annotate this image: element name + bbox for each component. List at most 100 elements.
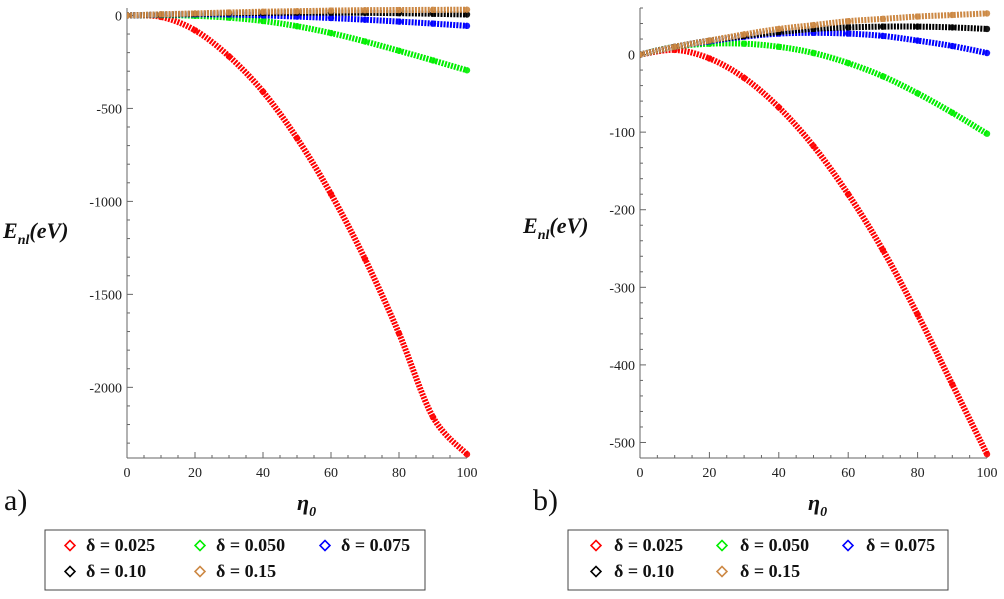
data-point — [879, 73, 887, 80]
data-point — [259, 17, 267, 25]
legend-label: δ = 0.15 — [740, 561, 800, 581]
data-point — [463, 67, 471, 74]
data-point — [225, 53, 233, 60]
x-axis-title: η0 — [808, 490, 827, 520]
legend-box — [44, 529, 426, 591]
data-point — [983, 450, 991, 458]
legend-label: δ = 0.050 — [216, 535, 285, 555]
legend-marker — [715, 565, 729, 578]
y-tick-label: -100 — [609, 126, 635, 141]
data-point — [879, 32, 887, 40]
data-point — [845, 17, 852, 25]
legend-label: δ = 0.025 — [614, 535, 683, 555]
legend-marker — [589, 539, 603, 552]
data-point — [259, 88, 267, 95]
legend-label: δ = 0.10 — [614, 561, 674, 581]
data-point — [949, 381, 956, 388]
data-point — [775, 25, 782, 33]
data-point — [395, 330, 403, 337]
data-point — [740, 74, 748, 82]
data-point — [293, 7, 301, 15]
series-line-1 — [127, 12, 470, 457]
series-line-3 — [640, 29, 988, 58]
x-axis-title: η0 — [297, 490, 316, 520]
data-point — [259, 8, 267, 15]
data-point — [845, 191, 852, 198]
data-point — [361, 255, 369, 263]
x-tick-label: 100 — [977, 466, 998, 481]
data-point — [740, 31, 748, 38]
chart-panel-1: 0 20 40 60 80 100 0 -500 -1000 -1500 -2000 Enl(eV) η… — [2, 6, 478, 591]
x-tick-label: 60 — [841, 466, 855, 481]
data-point — [706, 37, 713, 44]
y-tick-label: -500 — [96, 102, 122, 117]
legend-label: δ = 0.15 — [216, 561, 276, 581]
x-tick-label: 40 — [772, 466, 786, 481]
legend-marker — [589, 565, 603, 578]
data-point — [361, 7, 369, 14]
legend-marker — [715, 539, 729, 552]
data-point — [225, 9, 233, 16]
legend-label: δ = 0.050 — [740, 535, 809, 555]
legend-marker — [193, 565, 207, 578]
series-line-1 — [640, 46, 990, 456]
panel-label: b) — [533, 484, 558, 517]
y-axis-title: Enl(eV) — [522, 213, 588, 243]
data-point — [395, 47, 403, 54]
y-tick-label: -200 — [609, 204, 635, 219]
data-point — [293, 134, 301, 142]
data-point — [949, 24, 956, 31]
data-point — [810, 142, 817, 150]
y-tick-label: -400 — [609, 359, 635, 374]
data-point — [671, 43, 678, 50]
x-tick-label: 80 — [911, 466, 925, 481]
data-point — [429, 57, 437, 64]
data-point — [845, 59, 852, 67]
data-point — [810, 49, 817, 57]
series-line-2 — [640, 40, 989, 137]
y-tick-label: 0 — [628, 49, 635, 64]
x-tick-label: 20 — [188, 466, 202, 481]
data-point — [191, 27, 199, 34]
data-point — [463, 6, 471, 13]
panel-label: a) — [4, 484, 27, 517]
data-point — [640, 51, 644, 58]
x-tick-label: 60 — [324, 466, 338, 481]
data-point — [327, 29, 335, 37]
series-line-4 — [640, 23, 988, 58]
legend: δ = 0.025 δ = 0.050 δ = 0.075 δ = 0.10 δ = 0… — [44, 529, 426, 591]
data-point — [429, 20, 437, 27]
data-point — [327, 7, 335, 14]
legend-marker — [193, 539, 207, 552]
data-point — [706, 55, 713, 62]
data-point — [983, 49, 991, 57]
data-point — [949, 42, 956, 50]
data-point — [879, 15, 887, 23]
x-tick-label: 20 — [702, 466, 716, 481]
data-point — [127, 12, 131, 19]
y-tick-label: -2000 — [89, 381, 122, 396]
data-point — [361, 38, 369, 45]
x-tick-label: 100 — [457, 466, 478, 481]
legend-marker — [63, 565, 77, 578]
legend-label: δ = 0.075 — [866, 535, 935, 555]
y-axis-title: Enl(eV) — [2, 218, 68, 248]
legend-label: δ = 0.075 — [341, 535, 410, 555]
data-point — [949, 11, 956, 19]
data-point — [879, 246, 887, 254]
data-point — [914, 23, 921, 30]
y-tick-label: -500 — [609, 436, 635, 451]
data-point — [327, 14, 335, 22]
data-point — [740, 40, 748, 47]
data-point — [983, 130, 991, 137]
data-point — [327, 190, 335, 198]
x-tick-label: 40 — [256, 466, 270, 481]
data-point — [914, 311, 921, 318]
legend-box — [567, 529, 949, 591]
data-point — [914, 37, 921, 44]
data-point — [395, 6, 403, 14]
data-point — [775, 104, 782, 111]
y-tick-label: 0 — [115, 9, 122, 24]
data-point — [983, 10, 991, 17]
x-tick-label: 0 — [124, 466, 131, 481]
